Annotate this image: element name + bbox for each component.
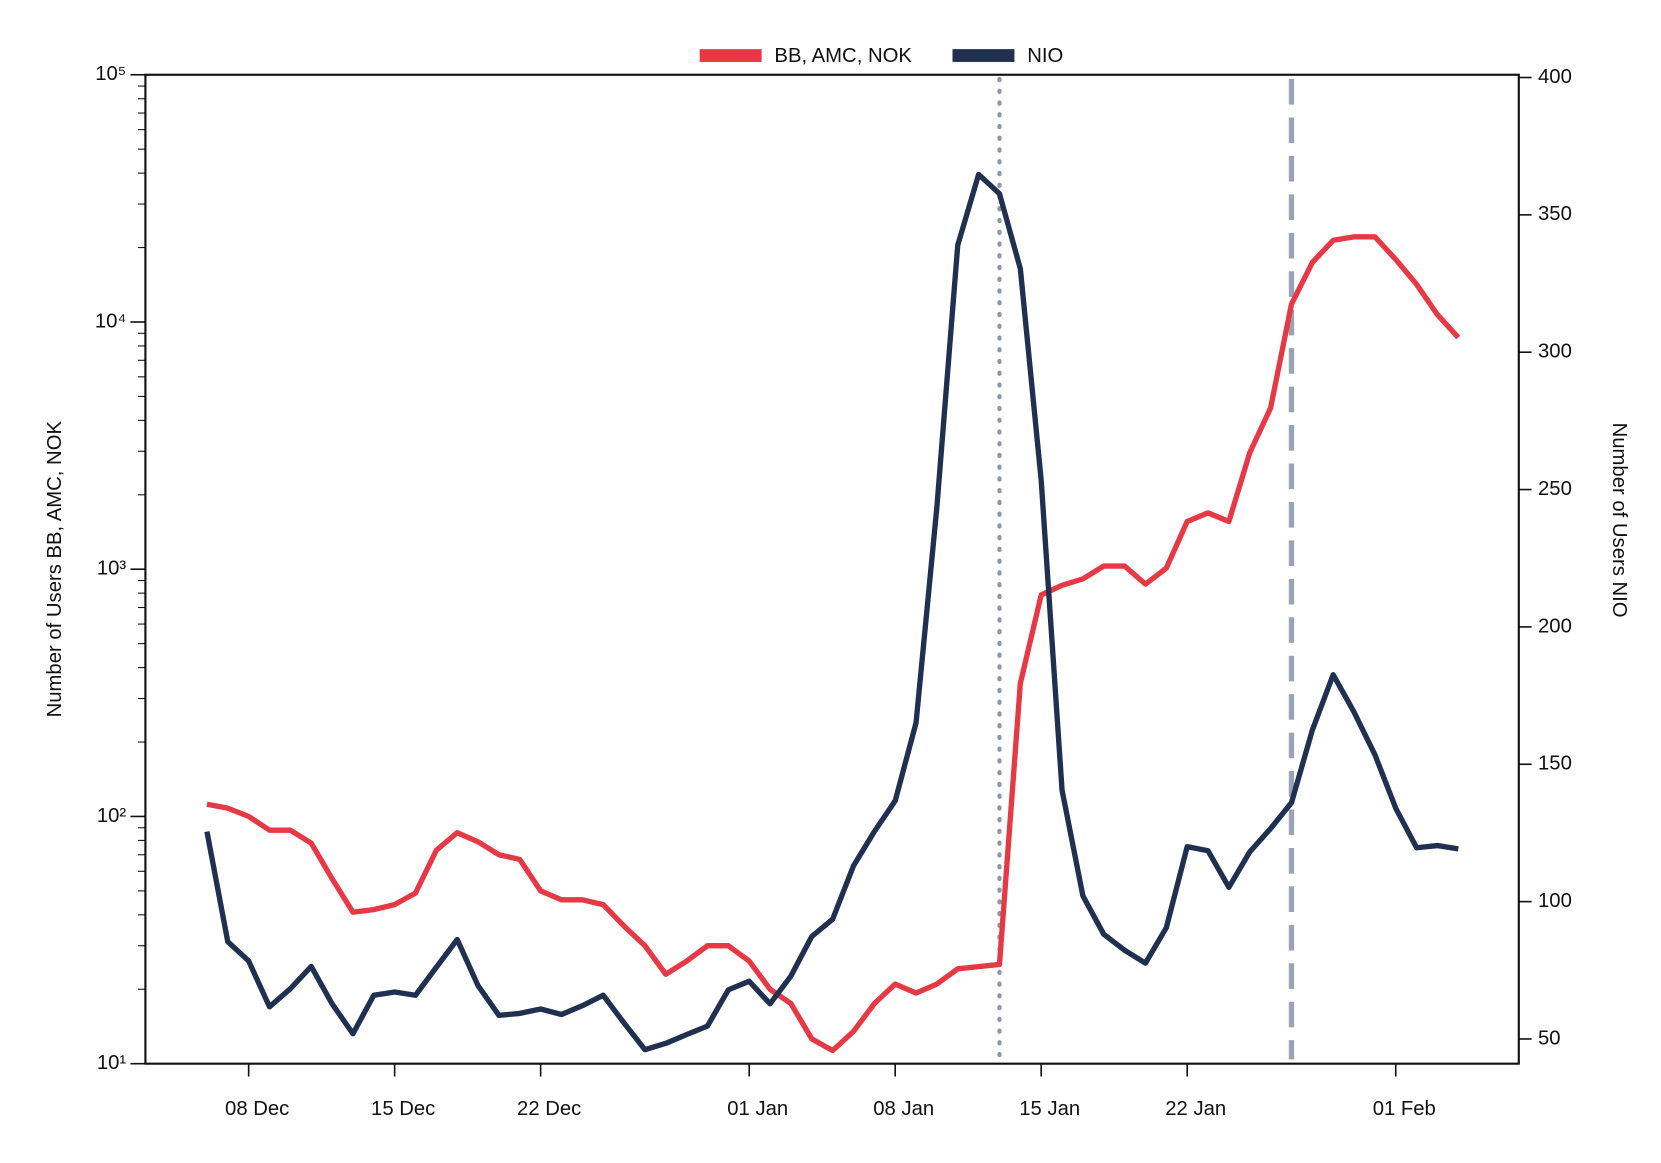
- y2-tick-label: 50: [1538, 1027, 1561, 1049]
- y2-tick-label: 100: [1538, 890, 1572, 912]
- plot-frame: [144, 73, 1520, 1065]
- series-line: [204, 171, 1459, 1053]
- y-tick-label: 10³: [97, 558, 127, 580]
- x-tick-label: 01 Jan: [727, 1098, 788, 1120]
- legend-swatch: [952, 49, 1015, 62]
- y-tick-label: 10¹: [97, 1052, 127, 1074]
- y-tick-label: 10⁴: [95, 310, 126, 332]
- x-tick-label: 01 Feb: [1373, 1098, 1436, 1120]
- x-tick-label: 15 Dec: [371, 1098, 435, 1120]
- x-tick-label: 08 Jan: [873, 1098, 934, 1120]
- y2-tick-label: 200: [1538, 615, 1572, 637]
- y-axis-label: Number of Users BB, AMC, NOK: [44, 421, 66, 718]
- y-tick-label: 10²: [97, 805, 127, 827]
- series-line: [206, 234, 1461, 1054]
- y2-tick-label: 250: [1538, 478, 1572, 500]
- y2-tick-label: 400: [1538, 66, 1572, 88]
- x-tick-label: 08 Dec: [225, 1098, 289, 1120]
- y-tick-label: 10⁵: [95, 63, 126, 85]
- y2-axis-label: Number of Users NIO: [1608, 423, 1630, 618]
- x-tick-label: 15 Jan: [1019, 1098, 1080, 1120]
- legend-label: NIO: [1027, 45, 1063, 67]
- y2-tick-label: 300: [1538, 341, 1572, 363]
- legend-swatch: [699, 49, 762, 62]
- y2-tick-label: 150: [1538, 753, 1572, 775]
- y2-tick-label: 350: [1538, 203, 1572, 225]
- x-tick-label: 22 Dec: [517, 1098, 581, 1120]
- legend-label: BB, AMC, NOK: [774, 45, 912, 67]
- x-tick-label: 22 Jan: [1165, 1098, 1226, 1120]
